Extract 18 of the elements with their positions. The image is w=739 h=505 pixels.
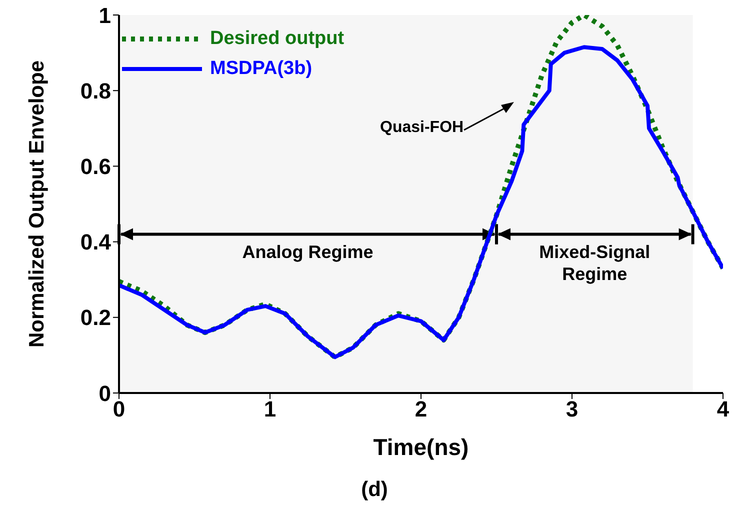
text: (d) — [361, 478, 388, 501]
x-tick-label: 2 — [414, 396, 428, 422]
band-label: Mixed-Signal Regime — [539, 242, 650, 284]
y-axis-title: Normalized Output Envelope — [25, 60, 48, 348]
y-tick-label: 0 — [98, 380, 111, 406]
y-tick-label: 1 — [98, 2, 111, 28]
x-tick-label: 4 — [716, 396, 730, 422]
band-label: Analog Regime — [242, 242, 374, 262]
x-axis-title: Time(ns) — [373, 434, 469, 460]
x-tick-label: 1 — [264, 396, 276, 422]
x-tick-label: 3 — [566, 396, 578, 422]
y-tick-label: 0.4 — [80, 230, 112, 255]
annotation: Quasi-FOH — [380, 119, 464, 137]
y-tick-label: 0.8 — [80, 78, 111, 104]
y-tick-label: 0.6 — [80, 154, 111, 180]
legend-label: MSDPA(3b) — [210, 58, 312, 80]
y-tick-label: 0.2 — [80, 305, 111, 330]
legend-label: Desired output — [210, 28, 344, 50]
